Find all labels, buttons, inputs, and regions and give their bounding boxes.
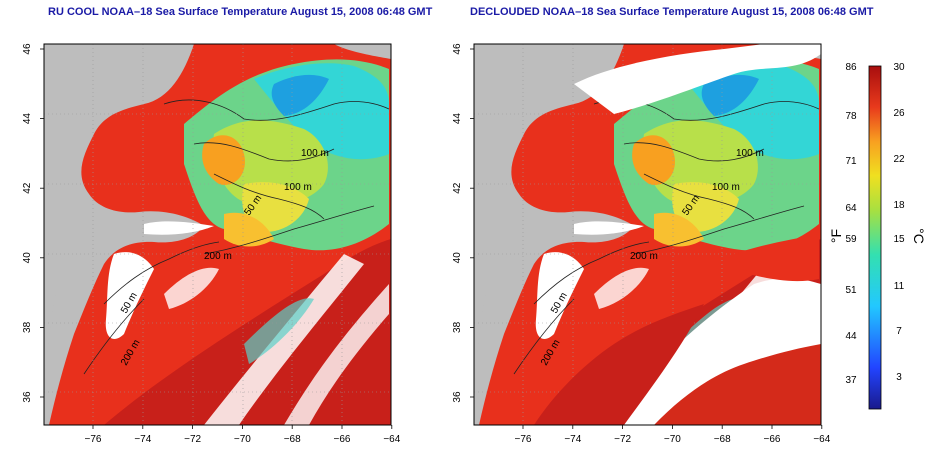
celsius-unit-label: °C: [910, 228, 927, 244]
latitude-tick-label: 36: [22, 391, 33, 403]
colorbar-celsius-tick: 30: [893, 62, 905, 73]
longitude-tick-label: −72: [614, 434, 631, 445]
left-map-title: RU COOL NOAA–18 Sea Surface Temperature …: [48, 6, 433, 18]
longitude-tick-label: −76: [515, 434, 532, 445]
latitude-tick-label: 46: [22, 43, 33, 55]
longitude-tick-label: −64: [383, 434, 400, 445]
latitude-tick-label: 40: [22, 252, 33, 264]
longitude-tick-label: −70: [234, 434, 251, 445]
latitude-tick-label: 38: [452, 321, 463, 333]
contour-label: 100 m: [301, 148, 329, 159]
longitude-tick-label: −66: [764, 434, 781, 445]
contour-label: 200 m: [204, 251, 232, 262]
contour-label: 200 m: [630, 251, 658, 262]
latitude-tick-label: 44: [452, 113, 463, 125]
latitude-tick-label: 38: [22, 321, 33, 333]
latitude-tick-label: 42: [22, 182, 33, 194]
colorbar-gradient: [868, 65, 882, 410]
latitude-tick-label: 46: [452, 43, 463, 55]
colorbar-fahrenheit-tick: 78: [845, 111, 857, 122]
longitude-tick-label: −64: [813, 434, 830, 445]
longitude-tick-label: −74: [134, 434, 151, 445]
contour-label: 100 m: [284, 182, 312, 193]
colorbar-fahrenheit-tick: 51: [845, 285, 857, 296]
colorbar-celsius-tick: 26: [893, 108, 905, 119]
longitude-tick-label: −76: [85, 434, 102, 445]
colorbar-celsius-tick: 18: [893, 200, 905, 211]
longitude-tick-label: −70: [664, 434, 681, 445]
right-map-panel: 100 m 100 m 50 m 200 m 50 m 200 m: [473, 43, 822, 426]
longitude-tick-label: −74: [564, 434, 581, 445]
contour-label: 100 m: [736, 148, 764, 159]
colorbar-celsius-tick: 3: [896, 372, 902, 383]
colorbar-celsius-tick: 22: [893, 154, 905, 165]
longitude-tick-label: −68: [714, 434, 731, 445]
latitude-tick-label: 44: [22, 113, 33, 125]
colorbar-fahrenheit-tick: 44: [845, 331, 857, 342]
colorbar-fahrenheit-tick: 64: [845, 203, 857, 214]
colorbar-celsius-tick: 15: [893, 234, 905, 245]
longitude-tick-label: −66: [334, 434, 351, 445]
latitude-tick-label: 40: [452, 252, 463, 264]
right-map-title: DECLOUDED NOAA–18 Sea Surface Temperatur…: [470, 6, 874, 18]
contour-label: 100 m: [712, 182, 740, 193]
latitude-tick-label: 42: [452, 182, 463, 194]
latitude-tick-label: 36: [452, 391, 463, 403]
colorbar: [868, 65, 882, 410]
left-map-panel: 100 m 100 m 50 m 200 m 50 m 200 m: [43, 43, 392, 426]
colorbar-fahrenheit-tick: 86: [845, 62, 857, 73]
fahrenheit-unit-label: °F: [828, 228, 845, 244]
longitude-tick-label: −68: [284, 434, 301, 445]
longitude-tick-label: −72: [184, 434, 201, 445]
colorbar-celsius-tick: 7: [896, 326, 902, 337]
colorbar-celsius-tick: 11: [894, 281, 905, 292]
colorbar-fahrenheit-tick: 71: [845, 156, 857, 167]
colorbar-fahrenheit-tick: 37: [845, 375, 857, 386]
colorbar-fahrenheit-tick: 59: [845, 234, 857, 245]
